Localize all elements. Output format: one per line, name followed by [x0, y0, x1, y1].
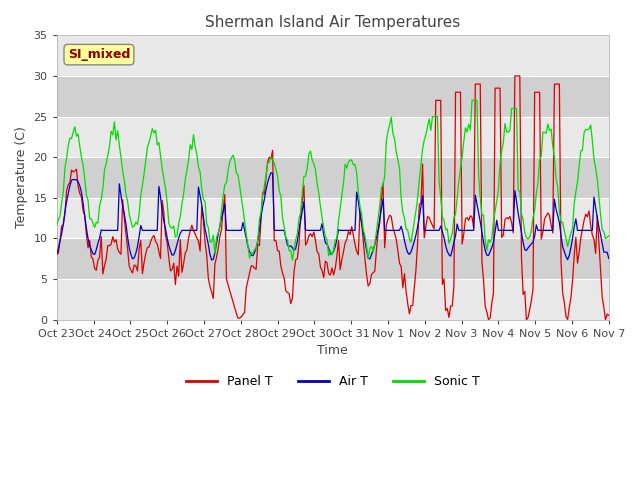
Air T: [208, 257, 216, 263]
Text: SI_mixed: SI_mixed: [68, 48, 130, 61]
Panel T: [511, 73, 518, 79]
Air T: [175, 235, 182, 241]
Panel T: [515, 73, 522, 79]
Sonic T: [175, 221, 182, 227]
Sonic T: [605, 233, 612, 239]
Panel T: [484, 317, 492, 323]
Panel T: [53, 252, 61, 257]
Bar: [57, 36, 609, 76]
Title: Sherman Island Air Temperatures: Sherman Island Air Temperatures: [205, 15, 460, 30]
Sonic T: [60, 189, 67, 195]
X-axis label: Time: Time: [317, 344, 348, 357]
Line: Panel T: Panel T: [57, 76, 609, 320]
Air T: [60, 221, 67, 227]
Air T: [220, 209, 227, 215]
Panel T: [506, 214, 514, 219]
Sonic T: [364, 255, 372, 261]
Air T: [515, 210, 522, 216]
Bar: [57, 157, 609, 198]
Panel T: [363, 272, 371, 277]
Sonic T: [53, 222, 61, 228]
Sonic T: [218, 207, 225, 213]
Bar: [57, 279, 609, 320]
Line: Air T: Air T: [57, 173, 609, 260]
Panel T: [605, 312, 612, 318]
Y-axis label: Temperature (C): Temperature (C): [15, 127, 28, 228]
Sonic T: [289, 257, 296, 263]
Panel T: [60, 222, 67, 228]
Sonic T: [515, 187, 522, 193]
Bar: [57, 198, 609, 239]
Air T: [508, 228, 515, 233]
Bar: [57, 117, 609, 157]
Panel T: [218, 227, 225, 232]
Air T: [366, 256, 374, 262]
Air T: [605, 256, 612, 262]
Bar: [57, 239, 609, 279]
Air T: [53, 252, 61, 257]
Bar: [57, 76, 609, 117]
Sonic T: [468, 97, 476, 103]
Panel T: [175, 273, 182, 279]
Air T: [267, 170, 275, 176]
Line: Sonic T: Sonic T: [57, 100, 609, 260]
Sonic T: [508, 106, 515, 111]
Legend: Panel T, Air T, Sonic T: Panel T, Air T, Sonic T: [180, 370, 484, 393]
